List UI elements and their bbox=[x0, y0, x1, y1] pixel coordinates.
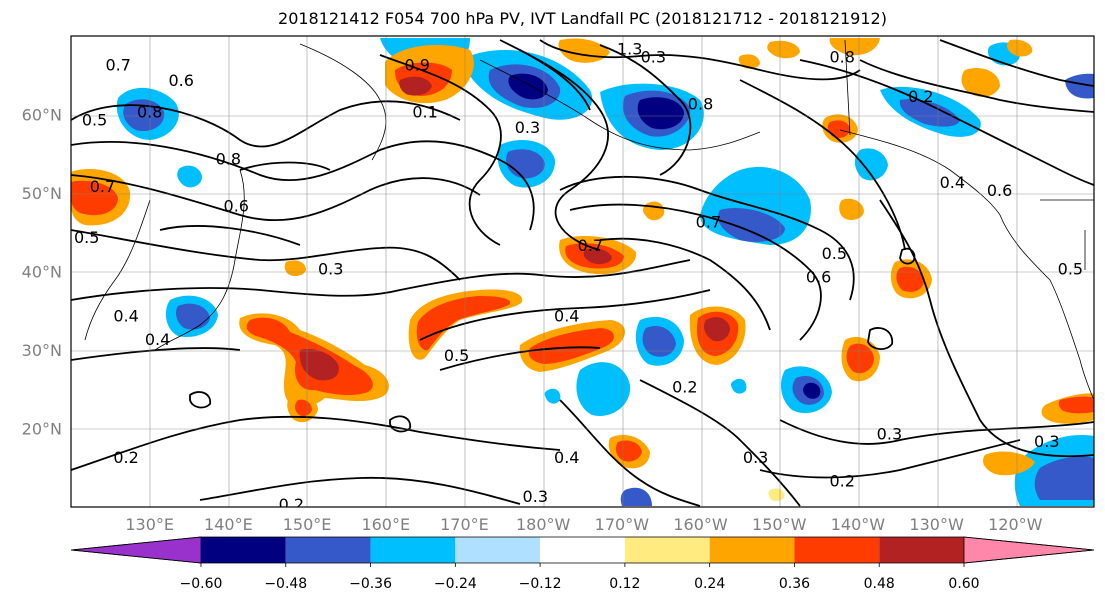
colorbar-segment bbox=[624, 537, 710, 563]
colorbar-segment bbox=[709, 537, 795, 563]
lon-label: 140°E bbox=[204, 515, 253, 534]
colorbar-segment bbox=[285, 537, 371, 563]
gridlines bbox=[71, 36, 1094, 507]
contour-label: 0.6 bbox=[224, 197, 249, 216]
contour-label: 0.5 bbox=[822, 244, 847, 263]
colorbar-segment bbox=[540, 537, 625, 563]
colorbar-segments bbox=[70, 536, 1095, 564]
contour-lines bbox=[71, 39, 1094, 507]
colorbar-ticks: −0.60 −0.48 −0.36 −0.24 −0.12 0.12 0.24 0.36 0.4… bbox=[180, 563, 980, 592]
contour-label: 0.7 bbox=[90, 177, 115, 196]
contour-label: 0.3 bbox=[743, 448, 768, 467]
colorbar-tick-label: 0.24 bbox=[694, 576, 725, 592]
latitude-labels: 60°N 50°N 40°N 30°N 20°N bbox=[22, 106, 62, 439]
colorbar-segment bbox=[455, 537, 541, 563]
contour-label: 0.5 bbox=[1058, 260, 1083, 279]
contour-label: 0.3 bbox=[523, 487, 548, 506]
lon-label: 180°W bbox=[516, 515, 571, 534]
lon-label: 160°W bbox=[673, 515, 728, 534]
lon-label: 170°E bbox=[440, 515, 489, 534]
contour-label: 0.1 bbox=[412, 103, 437, 122]
contour-label: 0.5 bbox=[74, 228, 99, 247]
lat-label: 40°N bbox=[22, 263, 62, 282]
contour-label: 0.9 bbox=[405, 55, 430, 74]
contour-label: 0.2 bbox=[113, 448, 138, 467]
contour-label: 0.3 bbox=[318, 260, 343, 279]
lon-label: 150°E bbox=[283, 515, 332, 534]
lon-label: 140°W bbox=[831, 515, 886, 534]
lon-label: 120°W bbox=[988, 515, 1043, 534]
colorbar-tick-label: −0.24 bbox=[434, 576, 477, 592]
contour-label: 0.7 bbox=[578, 236, 603, 255]
contour-label: 0.2 bbox=[908, 87, 933, 106]
lon-label: 160°E bbox=[361, 515, 410, 534]
contour-label: 0.2 bbox=[672, 377, 697, 396]
contour-label: 0.4 bbox=[554, 307, 579, 326]
contour-label: 0.5 bbox=[82, 110, 107, 129]
contour-labels: 0.7 0.6 0.5 0.8 0.7 0.8 0.6 0.5 0.3 0.4 0.4 0.5 0.4 0… bbox=[74, 40, 1083, 514]
colorbar-tick-label: −0.48 bbox=[264, 576, 307, 592]
lat-label: 60°N bbox=[22, 106, 62, 125]
lon-label: 170°W bbox=[595, 515, 650, 534]
contour-label: 0.2 bbox=[279, 495, 304, 514]
contour-label: 0.4 bbox=[145, 330, 170, 349]
figure-title: 2018121412 F054 700 hPa PV, IVT Landfall… bbox=[278, 9, 887, 28]
colorbar-segment bbox=[370, 537, 456, 563]
contour-label: 0.7 bbox=[105, 55, 130, 74]
shaded-anomalies bbox=[71, 38, 1094, 506]
contour-label: 0.8 bbox=[829, 48, 854, 67]
lon-label: 130°E bbox=[125, 515, 174, 534]
colorbar-segment bbox=[879, 537, 964, 563]
coastlines bbox=[84, 39, 1094, 401]
lon-label: 130°W bbox=[909, 515, 964, 534]
contour-label: 0.6 bbox=[806, 267, 831, 286]
contour-label: 0.4 bbox=[554, 448, 579, 467]
contour-label: 0.3 bbox=[641, 48, 666, 67]
map-frame bbox=[70, 35, 1095, 508]
lat-label: 20°N bbox=[22, 420, 62, 439]
colorbar-extend-high bbox=[963, 536, 1095, 564]
colorbar-segment bbox=[794, 537, 880, 563]
colorbar-segment bbox=[201, 537, 286, 563]
colorbar-tick-label: −0.60 bbox=[180, 576, 223, 592]
contour-label: 0.8 bbox=[216, 150, 241, 169]
colorbar-tick-label: 0.12 bbox=[609, 576, 640, 592]
contour-label: 0.5 bbox=[444, 346, 469, 365]
contour-label: 0.6 bbox=[168, 71, 193, 90]
contour-label: 1.3 bbox=[617, 40, 642, 59]
colorbar-tick-label: −0.36 bbox=[349, 576, 392, 592]
contour-label: 0.3 bbox=[1034, 432, 1059, 451]
colorbar-extend-low bbox=[70, 536, 202, 564]
contour-label: 0.8 bbox=[137, 103, 162, 122]
colorbar-tick-label: 0.36 bbox=[779, 576, 810, 592]
contour-label: 0.3 bbox=[515, 118, 540, 137]
lat-label: 30°N bbox=[22, 341, 62, 360]
colorbar-tick-label: 0.60 bbox=[948, 576, 979, 592]
contour-label: 0.4 bbox=[113, 307, 138, 326]
longitude-labels: 130°E 140°E 150°E 160°E 170°E 180°W 170°W 160°W… bbox=[125, 515, 1042, 534]
contour-label: 0.3 bbox=[877, 424, 902, 443]
lon-label: 150°W bbox=[752, 515, 807, 534]
contour-label: 0.6 bbox=[987, 181, 1012, 200]
colorbar-tick-label: 0.48 bbox=[864, 576, 895, 592]
lat-label: 50°N bbox=[22, 184, 62, 203]
contour-label: 0.2 bbox=[829, 471, 854, 490]
contour-label: 0.4 bbox=[940, 173, 965, 192]
colorbar-tick-label: −0.12 bbox=[519, 576, 562, 592]
contour-label: 0.8 bbox=[688, 95, 713, 114]
contour-label: 0.7 bbox=[696, 212, 721, 231]
